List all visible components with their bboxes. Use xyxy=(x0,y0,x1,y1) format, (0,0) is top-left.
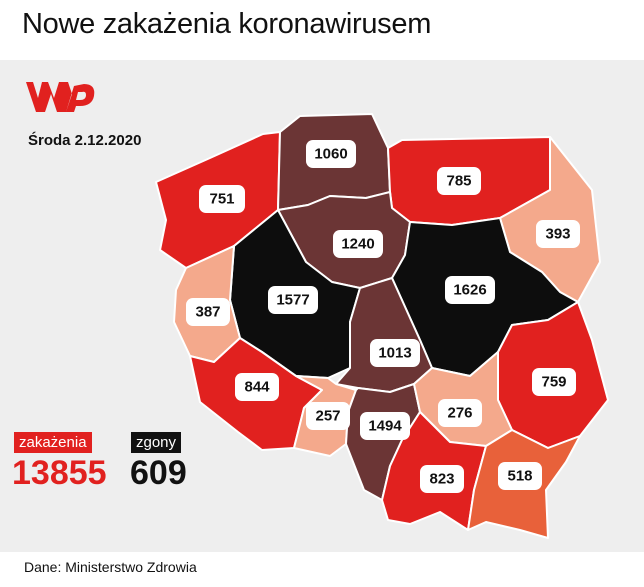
label-swietokrzyskie: 276 xyxy=(438,399,482,427)
value-pomorskie: 1060 xyxy=(314,146,347,163)
infections-total: 13855 xyxy=(12,454,107,492)
value-mazowieckie: 1626 xyxy=(453,282,486,299)
label-podkarpackie: 518 xyxy=(498,462,542,490)
value-opolskie: 257 xyxy=(315,408,340,425)
deaths-total: 609 xyxy=(130,454,187,492)
label-dolnoslaskie: 844 xyxy=(235,373,279,401)
value-wielkopolskie: 1577 xyxy=(276,292,309,309)
label-malopolskie: 823 xyxy=(420,465,464,493)
value-malopolskie: 823 xyxy=(429,471,454,488)
value-podkarpackie: 518 xyxy=(507,468,532,485)
label-lodzkie: 1013 xyxy=(370,339,420,367)
value-lubelskie: 759 xyxy=(541,374,566,391)
value-lodzkie: 1013 xyxy=(378,345,411,362)
source-note: Dane: Ministerstwo Zdrowia xyxy=(24,559,197,575)
label-podlaskie: 393 xyxy=(536,220,580,248)
date-label: Środa 2.12.2020 xyxy=(28,132,142,149)
label-warminsko-mazurskie: 785 xyxy=(437,167,481,195)
wp-logo xyxy=(26,82,95,112)
label-lubelskie: 759 xyxy=(532,368,576,396)
infections-label: zakażenia xyxy=(14,432,92,453)
value-slaskie: 1494 xyxy=(368,418,402,435)
label-wielkopolskie: 1577 xyxy=(268,286,318,314)
deaths-label: zgony xyxy=(131,432,182,453)
label-slaskie: 1494 xyxy=(360,412,410,440)
value-lubuskie: 387 xyxy=(195,304,220,321)
label-zachodniopomorskie: 751 xyxy=(199,185,245,213)
label-pomorskie: 1060 xyxy=(306,140,356,168)
label-kujawsko-pomorskie: 1240 xyxy=(333,230,383,258)
page-title: Nowe zakażenia koronawirusem xyxy=(22,8,432,40)
label-lubuskie: 387 xyxy=(186,298,230,326)
value-podlaskie: 393 xyxy=(545,226,570,243)
value-zachodniopomorskie: 751 xyxy=(209,191,234,208)
value-swietokrzyskie: 276 xyxy=(447,405,472,422)
value-kujawsko-pomorskie: 1240 xyxy=(341,236,374,253)
label-mazowieckie: 1626 xyxy=(445,276,495,304)
label-opolskie: 257 xyxy=(306,402,350,430)
value-warminsko-mazurskie: 785 xyxy=(446,173,471,190)
value-dolnoslaskie: 844 xyxy=(244,379,270,396)
